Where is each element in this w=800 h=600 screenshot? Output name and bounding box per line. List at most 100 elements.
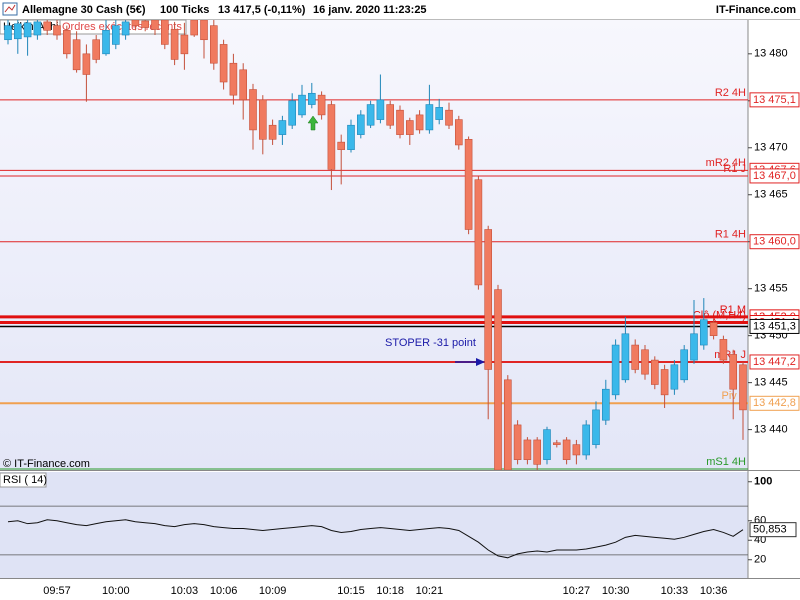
candle-body bbox=[317, 94, 326, 116]
candle-body bbox=[680, 349, 689, 381]
rsi-current-box bbox=[749, 522, 797, 538]
candle-body bbox=[621, 333, 630, 381]
x-tick-label: 10:21 bbox=[416, 585, 444, 597]
candle-body bbox=[601, 388, 610, 421]
candle-body bbox=[405, 120, 414, 135]
x-tick-label: 10:36 bbox=[700, 585, 728, 597]
candle-body bbox=[210, 25, 218, 64]
candle-body bbox=[288, 100, 297, 126]
candle-body bbox=[43, 21, 52, 31]
candle-body bbox=[112, 25, 120, 45]
candle-body bbox=[503, 379, 512, 470]
x-tick-label: 10:03 bbox=[171, 585, 199, 597]
level-value: 13 447,2 bbox=[753, 356, 796, 368]
x-tick-label: 10:33 bbox=[661, 585, 689, 597]
app-icon[interactable] bbox=[2, 2, 18, 16]
candle-body bbox=[494, 289, 502, 470]
candle-body bbox=[523, 439, 532, 460]
candle-body bbox=[719, 339, 728, 361]
candle-body bbox=[121, 21, 130, 36]
level-value: 13 460,0 bbox=[753, 236, 796, 248]
candle-body bbox=[92, 39, 100, 60]
candle-body bbox=[435, 107, 444, 120]
candle-body bbox=[533, 439, 542, 465]
candle-body bbox=[562, 439, 571, 460]
level-value: 13 467,0 bbox=[753, 170, 796, 182]
level-value-box bbox=[749, 92, 800, 108]
candle-body bbox=[190, 20, 198, 36]
candle-body bbox=[33, 21, 42, 36]
candle-body bbox=[415, 114, 424, 131]
candle-body bbox=[611, 344, 620, 396]
level-value-box bbox=[749, 168, 800, 184]
y-tick-label: 13 440 bbox=[754, 424, 788, 436]
candle-body bbox=[690, 333, 698, 361]
watermark: © IT-Finance.com bbox=[3, 458, 90, 470]
rsi-current-label: 50,853 bbox=[753, 524, 787, 536]
y-tick-label: 13 470 bbox=[754, 142, 788, 154]
candle-body bbox=[239, 69, 247, 101]
candle-body bbox=[170, 29, 179, 60]
candle-body bbox=[729, 354, 738, 390]
candles bbox=[4, 20, 747, 470]
annotation-arrowhead bbox=[476, 358, 485, 366]
candle-body bbox=[219, 44, 228, 83]
y-tick-label: 20 bbox=[754, 554, 766, 566]
candle-body bbox=[23, 22, 32, 38]
x-tick-label: 10:18 bbox=[376, 585, 404, 597]
candle-body bbox=[699, 319, 708, 346]
level-name: R1 J bbox=[723, 163, 746, 175]
candle-body bbox=[258, 99, 267, 140]
candle-body bbox=[376, 99, 385, 120]
candle-body bbox=[298, 94, 306, 116]
candle-body bbox=[709, 322, 718, 336]
y-tick-label: 13 455 bbox=[754, 283, 788, 295]
candle-body bbox=[14, 23, 22, 40]
quote: 13 417,5 (-0,11%) bbox=[218, 4, 306, 16]
x-tick-label: 10:30 bbox=[602, 585, 630, 597]
candle-body bbox=[200, 20, 208, 41]
y-tick-label: 13 480 bbox=[754, 48, 788, 60]
candle-body bbox=[278, 120, 287, 135]
price-panel bbox=[0, 20, 748, 470]
candle-body bbox=[670, 364, 679, 390]
brand: IT-Finance.com bbox=[716, 4, 796, 16]
level-value-box bbox=[749, 395, 800, 411]
candle-body bbox=[592, 409, 600, 445]
y-tick-label: 13 465 bbox=[754, 189, 788, 201]
rsi-title-box[interactable] bbox=[0, 472, 47, 488]
level-name: Clô (M,H4) bbox=[693, 309, 746, 321]
level-name: R1 M bbox=[720, 304, 746, 316]
candle-body bbox=[386, 104, 395, 126]
x-tick-label: 10:00 bbox=[102, 585, 130, 597]
candle-body bbox=[72, 39, 81, 71]
level-name: R2 4H bbox=[715, 87, 746, 99]
candle-body bbox=[229, 62, 238, 96]
candle-body bbox=[347, 124, 355, 150]
y-tick-label: 100 bbox=[754, 476, 772, 488]
candle-body bbox=[552, 442, 561, 445]
last-price-box bbox=[749, 318, 800, 334]
candle-body bbox=[307, 92, 316, 105]
level-value: 13 442,8 bbox=[753, 397, 796, 409]
level-value: 13 475,1 bbox=[753, 94, 796, 106]
candle-body bbox=[356, 114, 365, 135]
candle-body bbox=[366, 104, 375, 126]
rsi-line bbox=[7, 519, 744, 559]
candle-body bbox=[464, 139, 473, 230]
candle-body bbox=[474, 179, 483, 286]
candle-body bbox=[131, 20, 140, 26]
rsi-panel bbox=[0, 472, 748, 578]
period: 100 Ticks bbox=[160, 4, 209, 16]
rsi-title: RSI ( 14) bbox=[3, 474, 47, 486]
x-tick-label: 10:27 bbox=[563, 585, 591, 597]
x-tick-label: 10:15 bbox=[337, 585, 365, 597]
candle-body bbox=[425, 104, 434, 131]
candle-body bbox=[660, 369, 669, 396]
candle-body bbox=[102, 30, 110, 55]
candle-body bbox=[337, 141, 346, 150]
candle-body bbox=[631, 344, 640, 370]
candle-body bbox=[650, 359, 659, 385]
annotation: STOPER -31 point bbox=[385, 337, 476, 349]
candle-body bbox=[82, 53, 91, 75]
